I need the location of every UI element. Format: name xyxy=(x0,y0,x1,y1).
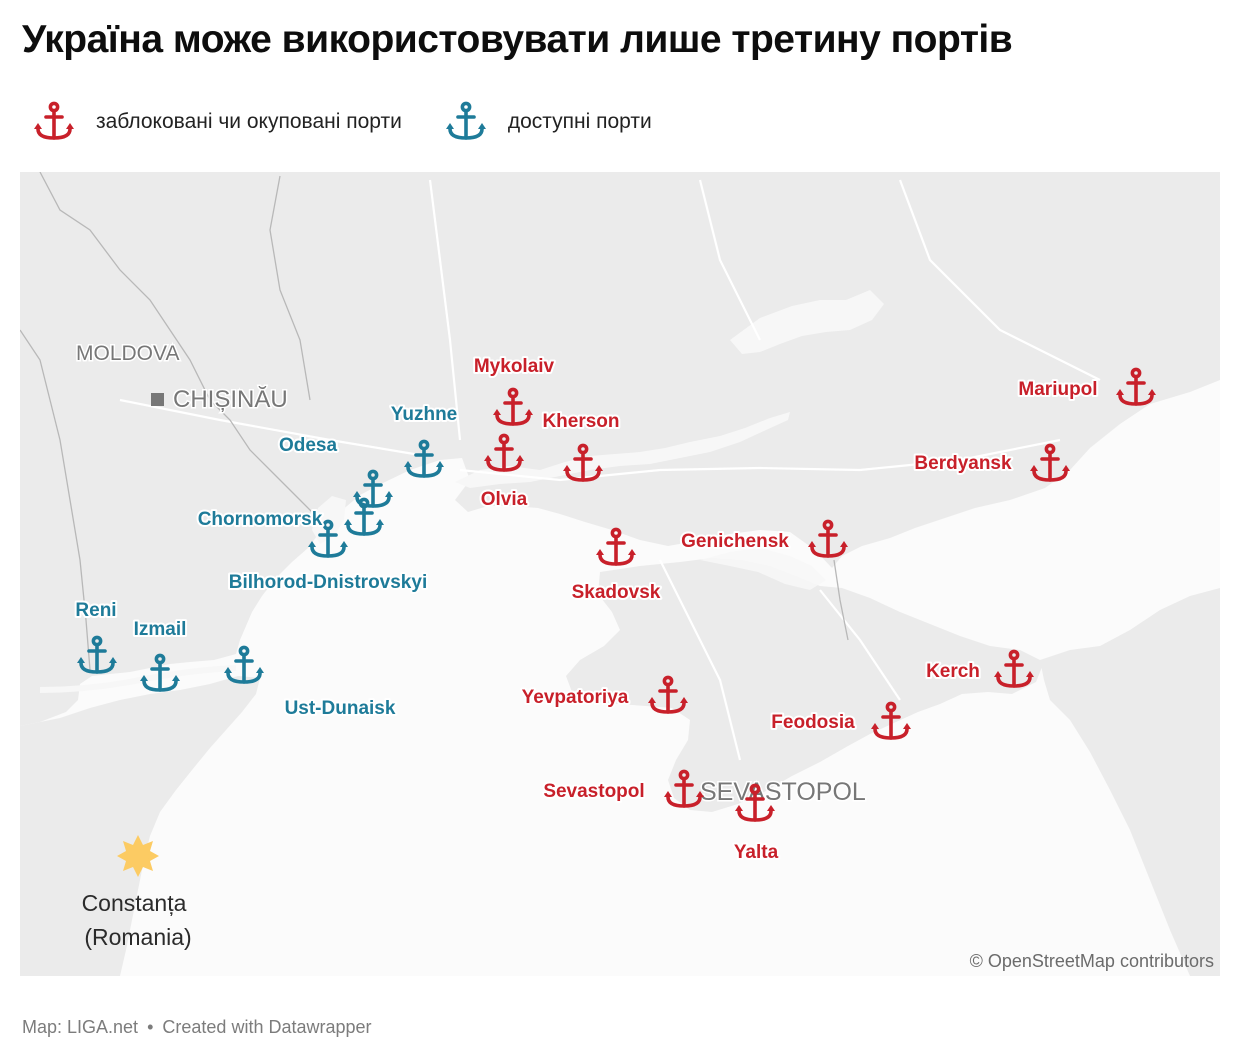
port-label-chornomorsk: Chornomorsk xyxy=(198,509,323,530)
map-canvas: MOLDOVA CHIȘINĂU SEVASTOPOL Constanța (R… xyxy=(20,172,1220,976)
map-attribution: © OpenStreetMap contributors xyxy=(969,951,1214,971)
footer: Map: LIGA.net • Created with Datawrapper xyxy=(22,1017,372,1038)
sun-marker-icon[interactable] xyxy=(117,835,159,877)
available-port-labels: Yuzhne Odesa Chornomorsk Bilhorod-Dnistr… xyxy=(73,402,459,721)
port-label-odesa: Odesa xyxy=(279,435,338,456)
port-label-izmail: Izmail xyxy=(134,619,187,640)
constanta-label: Constanța xyxy=(82,890,187,916)
port-label-genichensk: Genichensk xyxy=(681,531,789,552)
port-label-skadovsk: Skadovsk xyxy=(572,582,661,603)
danube-river xyxy=(39,665,237,693)
port-label-mariupol: Mariupol xyxy=(1018,379,1097,400)
footer-map-credit[interactable]: Map: LIGA.net xyxy=(22,1017,139,1037)
borders xyxy=(20,172,849,671)
port-label-bilhorod-dnistrovskyi: Bilhorod-Dnistrovskyi xyxy=(229,572,427,593)
crimea-land xyxy=(566,558,1044,812)
port-label-reni: Reni xyxy=(75,600,116,621)
kakhovka-reservoir xyxy=(730,290,884,354)
port-label-kerch: Kerch xyxy=(926,661,980,682)
capital-marker xyxy=(151,393,164,406)
footer-separator: • xyxy=(147,1017,154,1037)
legend: заблоковані чи окуповані порти доступні … xyxy=(32,100,694,144)
blocked-port-labels: Mykolaiv Kherson Olvia Skadovsk Genichen… xyxy=(472,354,1100,865)
dnipro-estuary xyxy=(455,412,790,488)
port-label-olvia: Olvia xyxy=(481,489,528,510)
moldova-label: MOLDOVA xyxy=(76,342,179,365)
port-label-ust-dunaisk: Ust-Dunaisk xyxy=(285,698,396,719)
port-label-mykolaiv: Mykolaiv xyxy=(474,356,555,377)
port-label-yalta: Yalta xyxy=(734,842,779,863)
port-label-yevpatoriya: Yevpatoriya xyxy=(522,687,629,708)
legend-item-available: доступні порти xyxy=(444,100,652,144)
roads xyxy=(119,179,1101,761)
east-coast-land xyxy=(1040,588,1220,976)
constanta-country-label: (Romania) xyxy=(84,924,191,950)
romania-land xyxy=(20,676,260,976)
mainland-land xyxy=(20,172,1220,726)
port-label-yuzhne: Yuzhne xyxy=(391,404,458,425)
port-label-berdyansk: Berdyansk xyxy=(914,453,1012,474)
port-label-kherson: Kherson xyxy=(542,411,619,432)
sevastopol-region-label: SEVASTOPOL xyxy=(700,778,866,806)
sivash-lagoon xyxy=(700,548,826,590)
anchor-icon xyxy=(445,101,486,140)
legend-label-available: доступні порти xyxy=(507,110,652,133)
map[interactable]: MOLDOVA CHIȘINĂU SEVASTOPOL Constanța (R… xyxy=(20,172,1220,976)
legend-item-blocked: заблоковані чи окуповані порти xyxy=(32,100,402,144)
footer-created-with[interactable]: Created with Datawrapper xyxy=(162,1017,372,1037)
port-label-feodosia: Feodosia xyxy=(771,712,855,733)
port-label-sevastopol: Sevastopol xyxy=(543,781,644,802)
legend-label-blocked: заблоковані чи окуповані порти xyxy=(96,110,402,133)
anchor-icon xyxy=(34,101,74,140)
chisinau-label: CHIȘINĂU xyxy=(173,386,288,413)
chart-title: Україна може використовувати лише третин… xyxy=(22,18,1013,61)
